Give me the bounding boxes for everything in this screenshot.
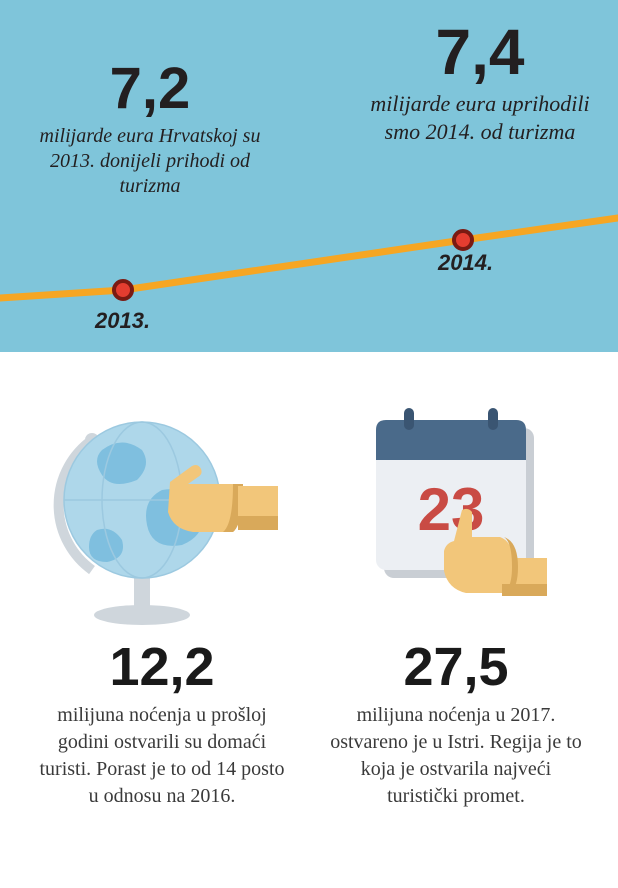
top-panel: 7,2 milijarde eura Hrvatskoj su 2013. do… [0,0,618,352]
stat-2013-number: 7,2 [30,60,270,118]
stat-2014-block: 7,4 milijarde eura uprihodili smo 2014. … [370,20,590,145]
year-label-2013: 2013. [95,308,150,334]
svg-text:23: 23 [418,476,485,543]
globe-icon [30,400,294,630]
calendar-icon: 23 [324,400,588,630]
column-domestic: 12,2 milijuna noćenja u prošloj godini o… [30,400,294,810]
bottom-panel: 12,2 milijuna noćenja u prošloj godini o… [0,370,618,830]
stat-istria-number: 27,5 [324,640,588,694]
stat-2014-number: 7,4 [370,20,590,84]
stat-domestic-text: milijuna noćenja u prošloj godini ostvar… [30,702,294,810]
year-label-2014: 2014. [438,250,493,276]
stat-2013-block: 7,2 milijarde eura Hrvatskoj su 2013. do… [30,60,270,199]
stat-domestic-number: 12,2 [30,640,294,694]
stat-2013-text: milijarde eura Hrvatskoj su 2013. donije… [30,124,270,199]
stat-istria-text: milijuna noćenja u 2017. ostvareno je u … [324,702,588,810]
stat-2014-text: milijarde eura uprihodili smo 2014. od t… [370,90,590,145]
column-istria: 23 27,5 milijuna noćenja u 2017. ostvare… [324,400,588,810]
